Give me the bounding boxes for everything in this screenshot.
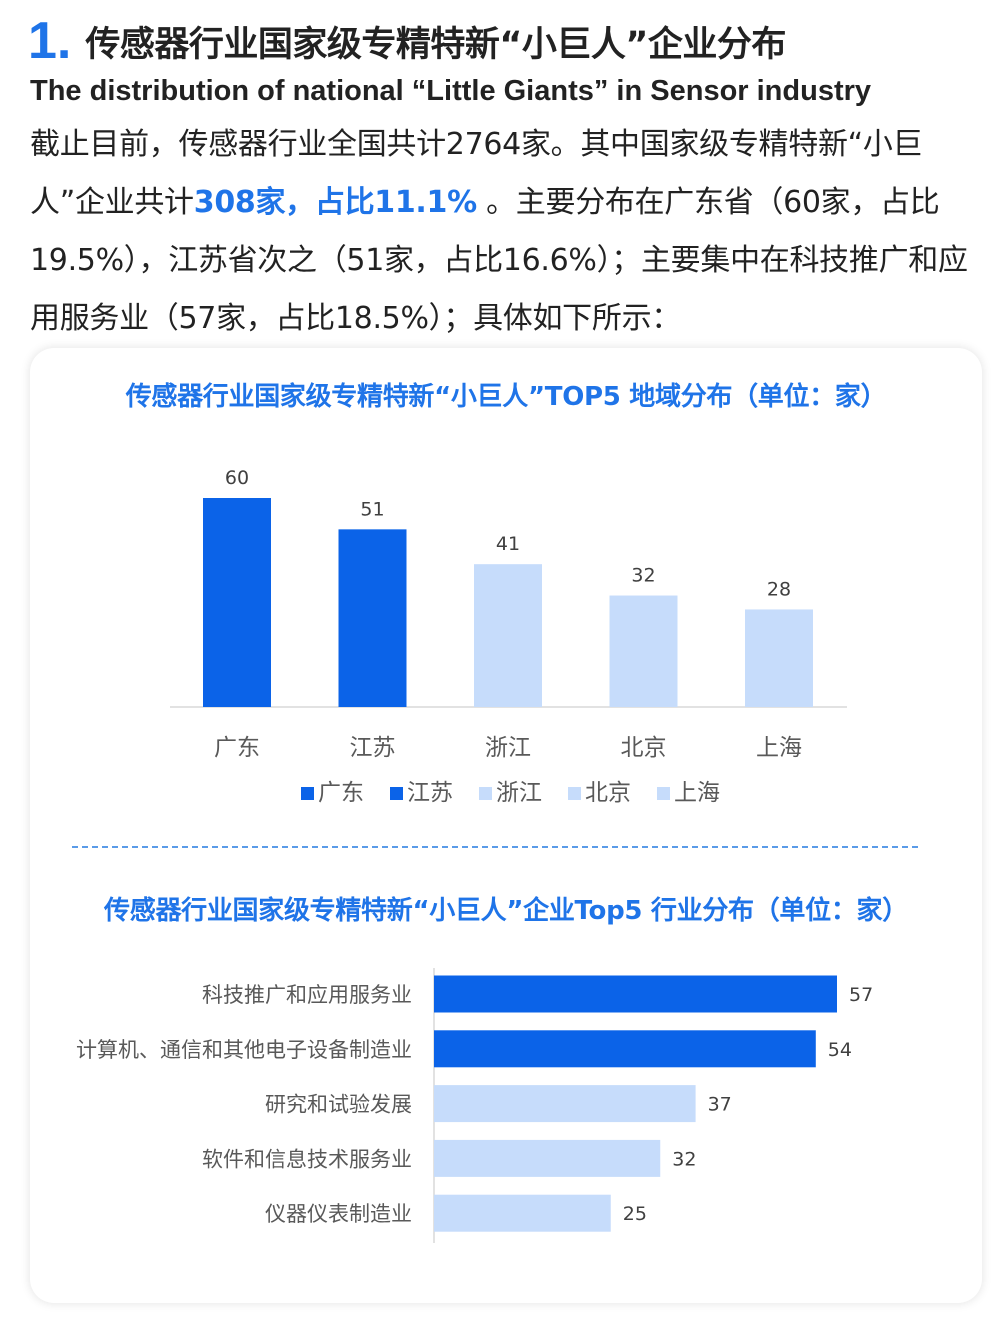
category-label: 广东: [214, 735, 260, 761]
legend-swatch: [301, 787, 314, 800]
legend-swatch: [657, 787, 670, 800]
section-number: 1.: [28, 12, 72, 70]
bar-row: [434, 1139, 661, 1177]
data-label: 25: [623, 1203, 647, 1225]
category-label: 计算机、通信和其他电子设备制造业: [76, 1038, 412, 1062]
legend-label: 江苏: [407, 780, 453, 806]
legend-label: 上海: [674, 780, 720, 806]
legend-label: 北京: [585, 780, 631, 806]
bar-row: [434, 1194, 611, 1232]
legend-label: 广东: [318, 780, 364, 806]
intro-paragraph: 截止目前，传感器行业全国共计2764家。其中国家级专精特新“小巨人”企业共计30…: [30, 116, 975, 348]
bar-row: [434, 1085, 696, 1123]
legend-label: 浙江: [496, 780, 542, 806]
category-label: 科技推广和应用服务业: [202, 983, 412, 1007]
data-label: 28: [767, 578, 791, 600]
legend-swatch: [479, 787, 492, 800]
data-label: 32: [672, 1148, 696, 1170]
category-label: 研究和试验发展: [265, 1093, 412, 1117]
bar-广东: [203, 498, 271, 707]
bar-浙江: [474, 564, 542, 707]
paragraph-text-1: 截止目前，传感器行业全国共计2764家。其中国家级专精特新“小巨人”企业共计: [30, 127, 923, 220]
paragraph-highlight: 308家，占比11.1%: [193, 185, 477, 220]
data-label: 51: [360, 498, 384, 520]
bar-上海: [745, 609, 813, 707]
category-label: 江苏: [350, 735, 396, 761]
category-label: 浙江: [485, 735, 531, 761]
data-label: 54: [828, 1039, 852, 1061]
data-label: 57: [849, 984, 873, 1006]
industry-bar-chart: 57 科技推广和应用服务业 54 计算机、通信和其他电子设备制造业 37 研究和试验发展 3…: [76, 968, 873, 1243]
bar-row: [434, 975, 837, 1013]
data-label: 60: [225, 467, 249, 489]
data-label: 41: [496, 533, 520, 555]
category-label: 仪器仪表制造业: [265, 1202, 412, 1226]
bar-row: [434, 1030, 816, 1068]
region-chart-title: 传感器行业国家级专精特新“小巨人”TOP5 地域分布（单位：家）: [125, 382, 887, 412]
section-heading: 1. 传感器行业国家级专精特新“小巨人”企业分布: [28, 8, 786, 70]
category-label: 上海: [756, 735, 802, 761]
data-label: 32: [631, 565, 655, 587]
data-label: 37: [708, 1094, 732, 1116]
paragraph-text-2: 。主要分布在广东省（60家，占比19.5%），江苏省次之（51家，占比16.6%…: [30, 185, 968, 336]
bar-北京: [609, 595, 678, 707]
category-label: 软件和信息技术服务业: [202, 1147, 412, 1171]
legend-swatch: [568, 787, 581, 800]
legend-swatch: [390, 787, 403, 800]
bar-江苏: [338, 529, 407, 707]
section-title: 传感器行业国家级专精特新“小巨人”企业分布: [85, 25, 786, 65]
english-subtitle: The distribution of national “Little Gia…: [30, 75, 872, 107]
dashed-divider: [72, 846, 918, 848]
industry-chart-title: 传感器行业国家级专精特新“小巨人”企业Top5 行业分布（单位：家）: [104, 896, 908, 926]
chart-card: 传感器行业国家级专精特新“小巨人”TOP5 地域分布（单位：家） 60 广东 51 江…: [30, 348, 982, 1303]
category-label: 北京: [621, 735, 667, 761]
